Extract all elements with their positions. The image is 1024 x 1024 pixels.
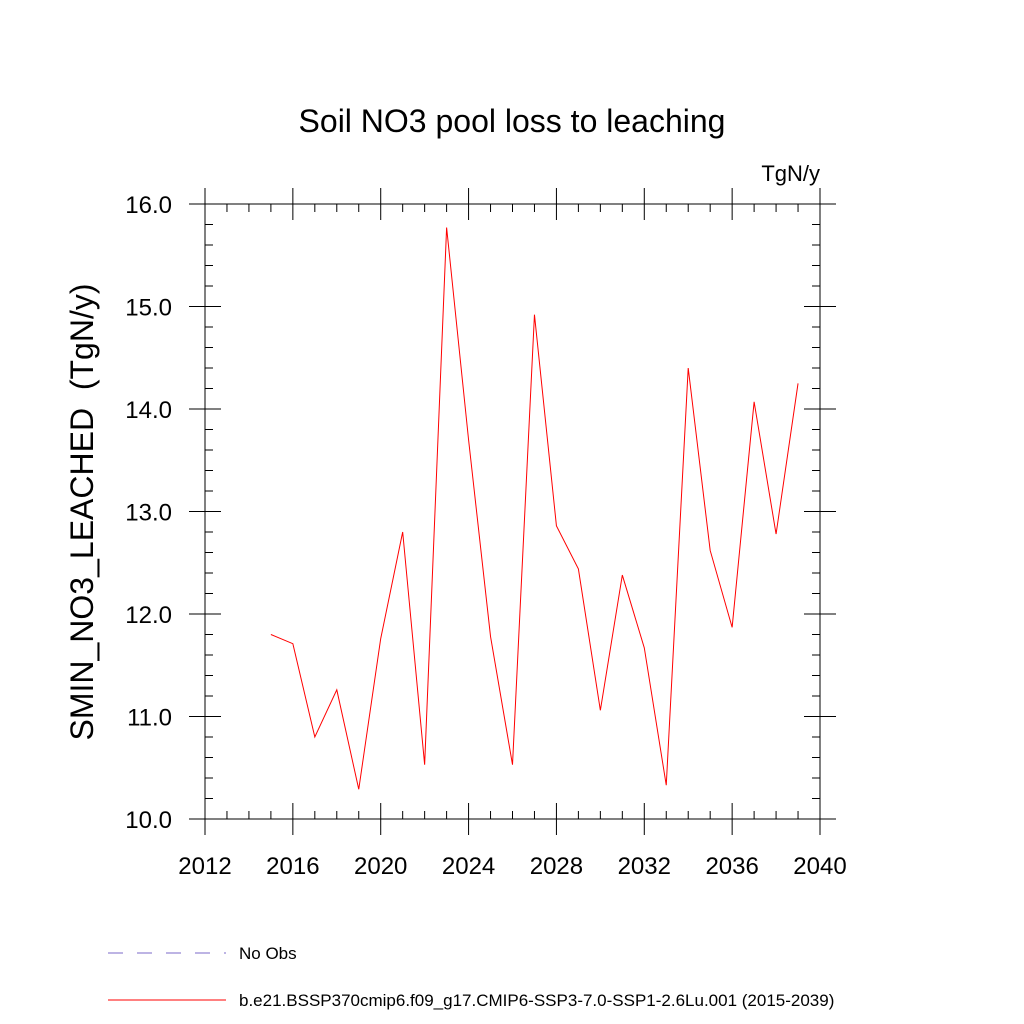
- x-tick-label: 2012: [178, 853, 231, 880]
- y-axis-label: SMIN_NO3_LEACHED (TgN/y): [64, 284, 100, 741]
- chart-title: Soil NO3 pool loss to leaching: [299, 103, 726, 139]
- x-tick-label: 2036: [705, 853, 758, 880]
- plot-frame: [204, 203, 821, 820]
- x-tick-label: 2040: [793, 853, 846, 880]
- y-tick-label: 16.0: [125, 192, 172, 219]
- legend: No Obs b.e21.BSSP370cmip6.f09_g17.CMIP6-…: [108, 944, 834, 1010]
- x-tick-label: 2016: [266, 853, 319, 880]
- x-tick-label: 2024: [442, 853, 495, 880]
- y-tick-label: 11.0: [127, 705, 172, 732]
- units-label: TgN/y: [761, 161, 820, 186]
- y-tick-label: 10.0: [125, 807, 172, 834]
- y-tick-label: 14.0: [125, 397, 172, 424]
- axis-ticks: [189, 188, 836, 835]
- x-tick-label: 2028: [530, 853, 583, 880]
- series-line-0: [270, 227, 799, 790]
- legend-label-no-obs: No Obs: [239, 944, 297, 963]
- y-tick-label: 12.0: [125, 602, 172, 629]
- y-tick-label: 13.0: [125, 500, 172, 527]
- series-layer: [270, 227, 799, 790]
- axis-tick-labels: 2012 2016 2020 2024 2028 2032 2036 2040 10.0 11.0…: [125, 192, 846, 880]
- legend-label-model-run: b.e21.BSSP370cmip6.f09_g17.CMIP6-SSP3-7.…: [239, 991, 834, 1010]
- x-tick-label: 2020: [354, 853, 407, 880]
- y-tick-label: 15.0: [125, 295, 172, 322]
- x-tick-label: 2032: [618, 853, 671, 880]
